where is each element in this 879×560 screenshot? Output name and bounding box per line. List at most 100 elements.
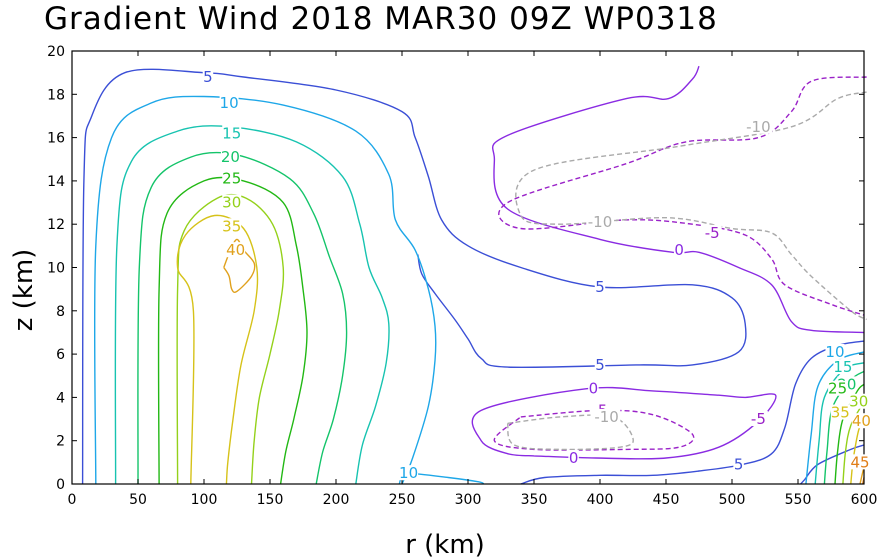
y-tick-label-18: 18 xyxy=(47,87,65,103)
contour-label-26: 35 xyxy=(831,404,850,422)
contour-label-halo-26 xyxy=(830,404,850,420)
contour-label-halo-12 xyxy=(673,242,685,258)
contour-label-10: 5 xyxy=(595,356,605,374)
x-tick-label-300: 300 xyxy=(455,492,482,508)
y-axis-ticks: 0 2 4 6 8 10 12 14 16 18 20 xyxy=(47,44,864,493)
contour-label-6: 35 xyxy=(222,217,241,235)
contour-label-1: 10 xyxy=(220,94,239,112)
contour-label-24: 25 xyxy=(828,380,847,398)
contour-label-18: -10 xyxy=(746,118,771,136)
contour-label-14: 0 xyxy=(569,449,579,467)
contour-label-20: -10 xyxy=(594,408,619,426)
contour-label-25: 30 xyxy=(849,393,868,411)
contour-label-halo-11 xyxy=(733,456,744,472)
x-tick-label-550: 550 xyxy=(785,492,812,508)
contour-line-15-6 xyxy=(114,125,390,485)
y-tick-label-2: 2 xyxy=(56,434,65,450)
x-tick-label-350: 350 xyxy=(521,492,548,508)
contour-label-12: 0 xyxy=(674,241,684,259)
contour-label-halo-9 xyxy=(594,278,606,294)
contour-label-halo-3 xyxy=(220,149,240,165)
contour-label-19: -10 xyxy=(588,213,613,231)
contour-line-30-13 xyxy=(842,401,865,485)
contour-label-halo-0 xyxy=(202,68,214,84)
x-axis-ticks: 0 50 100 150 200 250 300 350 400 450 500 550 600 xyxy=(68,51,878,508)
contour-line-neg5-22 xyxy=(493,409,695,451)
contour-label-halo-19 xyxy=(586,214,614,230)
y-tick-label-10: 10 xyxy=(47,261,65,277)
contour-line-10-3 xyxy=(93,95,437,485)
contour-label-halo-5 xyxy=(222,194,242,210)
contour-label-halo-27 xyxy=(851,413,871,429)
contour-label-28: 45 xyxy=(850,453,869,471)
contour-line-5-2 xyxy=(520,340,865,485)
x-axis-label: r (km) xyxy=(405,530,485,560)
contour-line-5-1 xyxy=(800,444,865,485)
contour-label-halo-25 xyxy=(849,393,869,409)
contour-label-halo-21 xyxy=(825,343,845,359)
contour-line-25-10 xyxy=(157,176,308,485)
contour-label-halo-6 xyxy=(222,218,242,234)
contour-label-8: 10 xyxy=(399,464,418,482)
contour-label-9: 5 xyxy=(595,278,605,296)
contour-line-neg5-21 xyxy=(498,76,867,316)
contour-label-2: 15 xyxy=(222,124,241,142)
contour-label-halo-28 xyxy=(850,454,870,470)
x-tick-label-0: 0 xyxy=(68,492,77,508)
contour-label-17: -5 xyxy=(751,410,766,428)
contour-label-11: 5 xyxy=(734,456,744,474)
contour-line-0-20 xyxy=(471,386,777,460)
chart-title: Gradient Wind 2018 MAR30 09Z WP0318 xyxy=(44,1,718,37)
contour-label-halo-2 xyxy=(222,125,242,141)
contour-label-halo-20 xyxy=(592,408,621,424)
contour-label-halo-14 xyxy=(568,450,579,466)
contour-label-halo-22 xyxy=(833,359,853,375)
contour-label-halo-18 xyxy=(744,118,773,134)
contour-label-15: -5 xyxy=(705,224,720,242)
x-tick-label-400: 400 xyxy=(587,492,614,508)
contour-label-halo-4 xyxy=(222,170,242,186)
contour-label-halo-17 xyxy=(748,411,768,427)
contour-label-halo-10 xyxy=(594,356,606,372)
y-tick-label-12: 12 xyxy=(47,217,65,233)
y-tick-label-20: 20 xyxy=(47,44,65,60)
x-tick-label-250: 250 xyxy=(389,492,416,508)
y-tick-label-6: 6 xyxy=(56,347,65,363)
y-tick-label-16: 16 xyxy=(47,131,65,147)
contour-layer xyxy=(81,65,867,485)
contour-line-30-12 xyxy=(176,193,285,485)
x-tick-label-200: 200 xyxy=(323,492,350,508)
contour-label-halo-1 xyxy=(219,94,239,110)
contour-label-halo-13 xyxy=(588,380,599,396)
plot-frame xyxy=(71,50,865,485)
contour-label-4: 25 xyxy=(222,170,241,188)
y-tick-label-0: 0 xyxy=(56,477,65,493)
x-tick-label-600: 600 xyxy=(851,492,878,508)
contour-label-0: 5 xyxy=(203,68,213,86)
contour-label-22: 15 xyxy=(833,358,852,376)
x-tick-label-500: 500 xyxy=(719,492,746,508)
y-axis-label: z (km) xyxy=(9,249,39,332)
contour-label-13: 0 xyxy=(589,380,599,398)
contour-label-5: 30 xyxy=(222,194,241,212)
contour-label-halo-15 xyxy=(702,224,722,240)
contour-label-21: 10 xyxy=(825,343,844,361)
contour-label-halo-24 xyxy=(828,380,848,396)
x-tick-label-100: 100 xyxy=(191,492,218,508)
contour-line-35-14 xyxy=(176,214,259,485)
x-tick-label-450: 450 xyxy=(653,492,680,508)
contour-label-7: 40 xyxy=(226,241,245,259)
contour-label-halo-8 xyxy=(399,465,419,481)
contour-labels-layer: 51015202530354010555000-5-5-5-10-10-1010… xyxy=(202,68,871,482)
x-tick-label-50: 50 xyxy=(129,492,147,508)
contour-line-0-19 xyxy=(492,65,865,334)
contour-label-27: 40 xyxy=(852,412,871,430)
contour-line-neg10-24 xyxy=(506,414,634,451)
contour-label-halo-7 xyxy=(226,242,246,258)
x-tick-label-150: 150 xyxy=(257,492,284,508)
contour-label-3: 20 xyxy=(221,148,240,166)
contour-line-20-8 xyxy=(137,151,348,485)
y-tick-label-14: 14 xyxy=(47,174,65,190)
contour-line-5-0 xyxy=(81,68,747,485)
